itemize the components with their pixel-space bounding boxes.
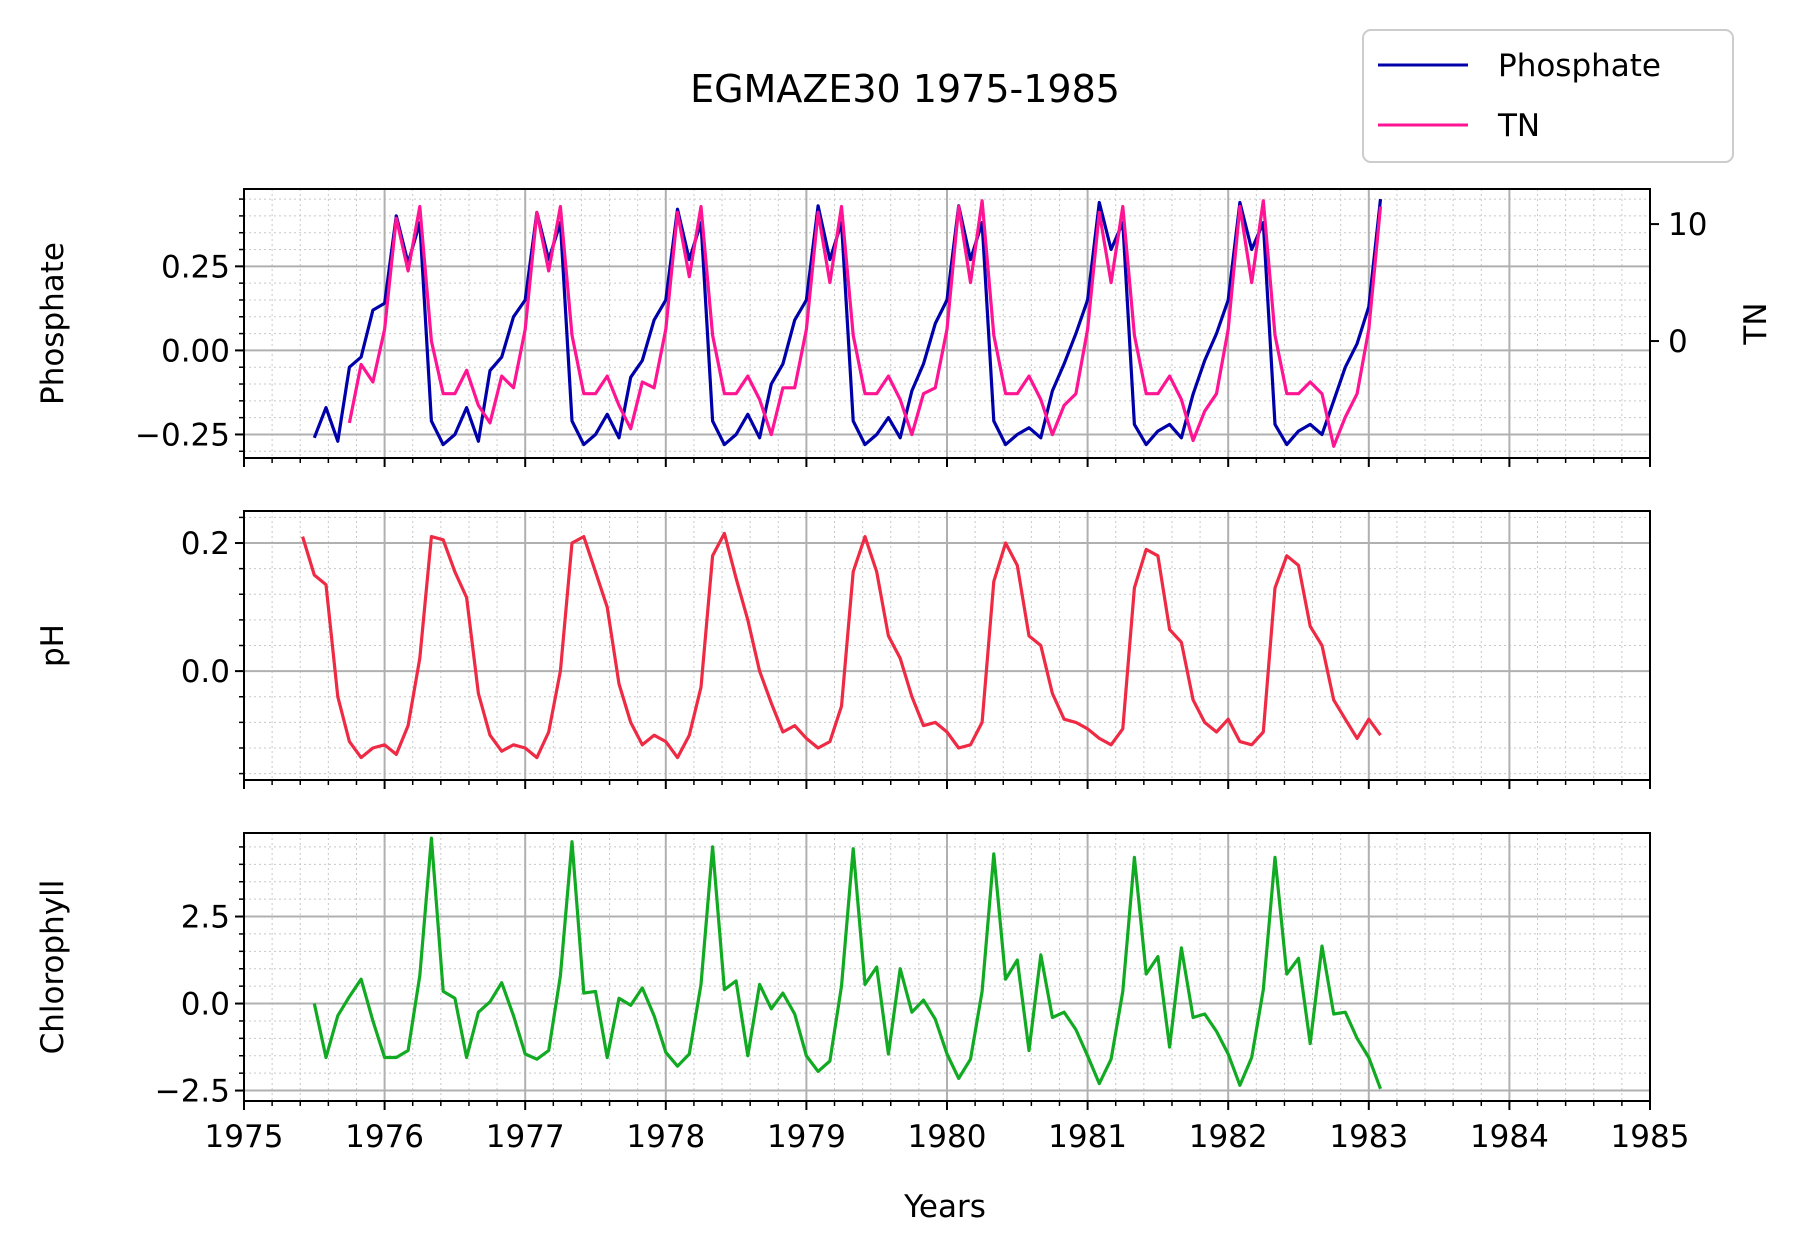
series-line-phosphate [312,198,1383,447]
x-tick-label: 1985 [1611,1119,1690,1155]
series-line-ph [301,531,1382,760]
plot-frame-ph [243,510,1651,781]
legend-label-tn: TN [1497,108,1540,144]
legend-label-phosphate: Phosphate [1498,48,1661,84]
y-tick-label-chlorophyll: −2.5 [155,1074,230,1110]
y-tick-label-chlorophyll: 0.0 [181,987,230,1023]
x-tick-label: 1983 [1329,1119,1408,1155]
x-tick-label: 1984 [1470,1119,1549,1155]
legend: Phosphate TN [1362,29,1734,163]
panel-phosphate-tn: 0.25 0.00 −0.25 Phosphate 10 0 TN [35,188,1774,467]
series-line-chlorophyll [312,836,1382,1090]
x-tick-label: 1982 [1189,1119,1268,1155]
y-tick-label-ph: 0.0 [181,654,230,690]
plot-frame-chlorophyll [243,832,1651,1102]
y-axis-label-chlorophyll: Chlorophyll [35,880,71,1055]
series-line-tn [347,199,1383,448]
y-tick-label-ph: 0.2 [181,526,230,562]
y-tick-label-phosphate: 0.00 [161,333,230,369]
right-y-tick-label: 0 [1668,324,1688,360]
x-tick-label: 1978 [626,1119,705,1155]
panel-chlorophyll: 2.5 0.0 −2.5 Chlorophyll [35,832,1651,1110]
y-axis-label-ph: pH [35,624,71,667]
right-y-tick-label: 10 [1668,207,1707,243]
legend-frame [1362,29,1734,163]
x-tick-label: 1981 [1048,1119,1127,1155]
x-tick-label: 1980 [908,1119,987,1155]
x-axis-ticks: 1975 1976 1977 1978 1979 1980 1981 1982 1983 1984… [205,1119,1690,1155]
x-tick-label: 1976 [345,1119,424,1155]
y-tick-label-phosphate: −0.25 [135,417,230,453]
panel-ph: 0.2 0.0 pH [35,510,1651,789]
x-tick-label: 1979 [767,1119,846,1155]
y-axis-label-phosphate: Phosphate [35,242,71,405]
y-tick-label-chlorophyll: 2.5 [181,900,230,936]
x-tick-label: 1975 [205,1119,284,1155]
plot-frame-phosphate [243,188,1651,459]
x-axis-label: Years [903,1189,986,1225]
x-tick-label: 1977 [486,1119,565,1155]
y-tick-label-phosphate: 0.25 [161,249,230,285]
right-y-axis-label: TN [1738,302,1774,345]
chart-title: EGMAZE30 1975-1985 [690,67,1120,111]
